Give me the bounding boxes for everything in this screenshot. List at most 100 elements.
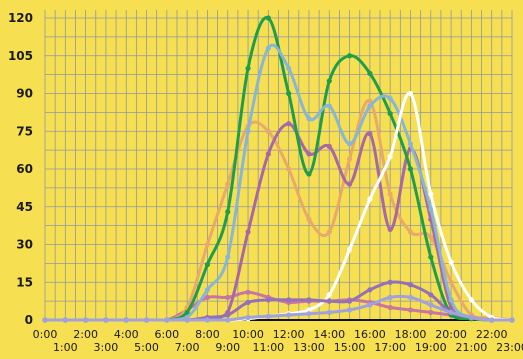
data-point [265, 128, 271, 134]
data-point [387, 226, 393, 232]
data-point [306, 151, 312, 157]
data-point [428, 191, 434, 197]
x-tick-label: 16:00 [354, 328, 386, 341]
data-point [367, 287, 373, 293]
x-tick-label: 0:00 [33, 328, 58, 341]
data-point [204, 241, 211, 248]
x-tick-label: 3:00 [94, 341, 119, 354]
x-tick-label: 18:00 [395, 328, 427, 341]
data-point [306, 307, 312, 313]
data-point [387, 304, 393, 311]
data-point [428, 292, 434, 298]
y-tick-label: 30 [16, 238, 33, 252]
data-point [245, 65, 251, 71]
data-point [204, 294, 211, 300]
data-point [428, 206, 434, 212]
data-point [245, 128, 251, 134]
data-point [509, 317, 515, 323]
data-point [265, 313, 271, 319]
data-point [428, 302, 434, 308]
data-point [184, 317, 190, 323]
x-tick-label: 20:00 [435, 328, 467, 341]
data-point [387, 294, 393, 300]
data-point [448, 309, 454, 316]
data-point [367, 98, 373, 104]
x-tick-label: 9:00 [215, 341, 240, 354]
data-point [346, 246, 353, 253]
series-lines [42, 15, 515, 323]
data-point [62, 317, 68, 323]
data-point [326, 309, 332, 316]
data-point [306, 116, 312, 122]
data-point [225, 317, 231, 323]
data-point [103, 317, 109, 323]
data-point [387, 191, 393, 197]
data-point [83, 317, 89, 323]
x-tick-label: 22:00 [476, 328, 508, 341]
data-point [387, 279, 393, 285]
x-tick-label: 21:00 [456, 341, 488, 354]
data-point [387, 95, 393, 102]
data-point [306, 297, 312, 303]
data-point [306, 311, 312, 317]
y-tick-label: 105 [8, 49, 33, 63]
data-point [407, 294, 414, 300]
data-point [286, 312, 292, 318]
x-tick-label: 12:00 [273, 328, 305, 341]
data-point [286, 297, 292, 303]
y-tick-labels: 0 15 30 45 60 75 90 105 120 [8, 11, 33, 327]
data-point [265, 151, 271, 157]
data-point [448, 297, 454, 303]
data-point [468, 314, 474, 321]
data-point [407, 282, 414, 288]
data-point [407, 229, 414, 235]
data-point [265, 297, 271, 303]
data-point [265, 15, 271, 21]
x-tick-label: 6:00 [154, 328, 179, 341]
data-point [407, 141, 414, 147]
x-tick-label: 5:00 [134, 341, 159, 354]
data-point [204, 287, 211, 293]
data-point [225, 312, 231, 318]
data-point [225, 181, 231, 187]
data-point [428, 309, 434, 316]
y-tick-label: 45 [16, 200, 33, 214]
y-tick-label: 60 [16, 162, 33, 176]
data-point [286, 121, 292, 127]
data-point [326, 78, 332, 84]
data-point [448, 259, 454, 265]
data-point [367, 70, 373, 76]
data-point [489, 317, 495, 323]
data-point [286, 90, 292, 97]
data-point [367, 196, 373, 202]
data-point [306, 216, 312, 222]
series-8 [42, 294, 515, 323]
data-point [387, 153, 393, 160]
data-point [225, 254, 231, 260]
y-tick-label: 120 [8, 11, 33, 25]
data-point [123, 317, 129, 323]
y-tick-label: 15 [16, 275, 33, 289]
data-point [407, 307, 414, 313]
x-tick-label: 7:00 [175, 341, 200, 354]
data-point [265, 45, 271, 51]
data-point [367, 103, 373, 109]
x-tick-label: 17:00 [374, 341, 406, 354]
data-point [428, 234, 434, 240]
data-point [204, 317, 211, 323]
data-point [448, 279, 454, 285]
data-point [326, 229, 332, 235]
data-point [326, 103, 332, 109]
y-tick-label: 0 [25, 313, 33, 327]
data-point [286, 65, 292, 71]
data-point [306, 171, 312, 177]
data-point [367, 131, 373, 137]
data-point [346, 181, 353, 187]
data-point [346, 307, 353, 313]
data-point [407, 90, 414, 97]
data-point [326, 298, 332, 304]
x-tick-label: 8:00 [195, 328, 220, 341]
x-tick-label: 11:00 [252, 341, 284, 354]
